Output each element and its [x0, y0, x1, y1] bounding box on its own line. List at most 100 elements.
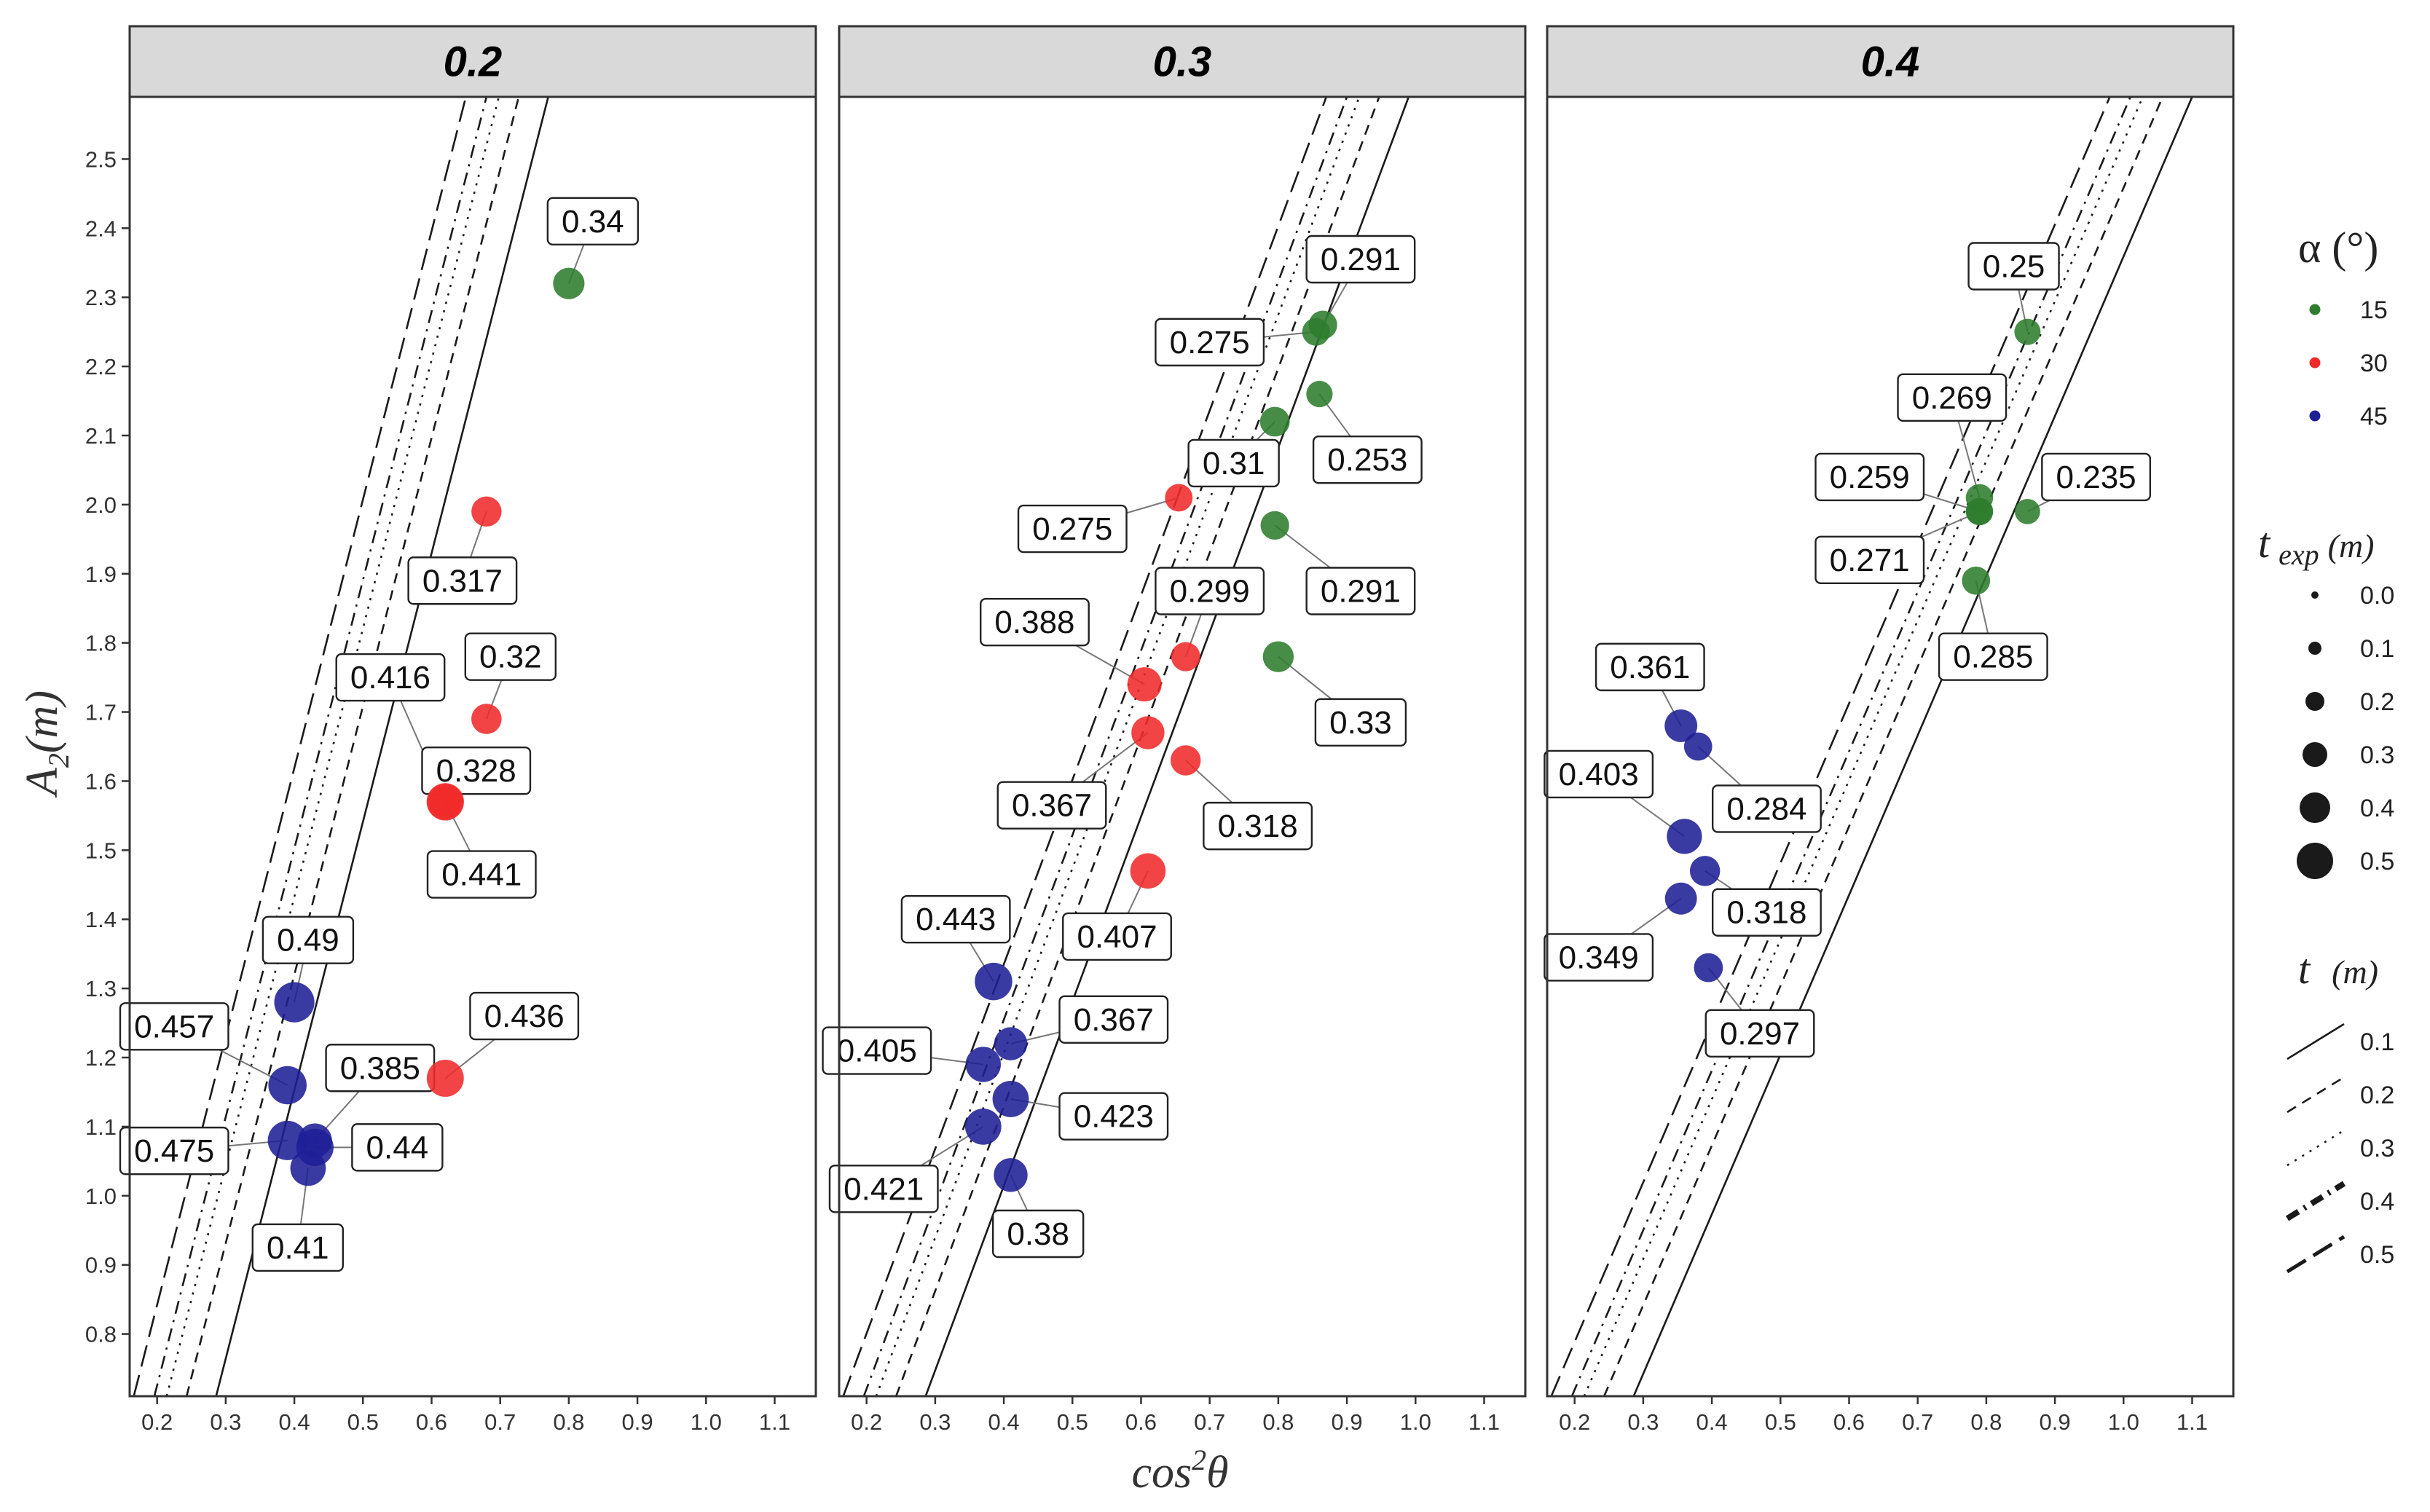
- data-label-box: [822, 1026, 932, 1075]
- data-label-text: 0.34: [562, 204, 624, 240]
- data-label-0.318: 0.318: [1711, 888, 1822, 937]
- legend-texp-key: [2300, 792, 2330, 823]
- x-tick-label: 0.2: [851, 1409, 882, 1435]
- data-label-0.297: 0.297: [1704, 1009, 1815, 1058]
- x-tick-label: 1.0: [1400, 1409, 1431, 1435]
- data-label-box: [1017, 504, 1128, 554]
- x-tick-label: 1.1: [1468, 1409, 1500, 1435]
- y-tick-label: 2.3: [85, 285, 117, 310]
- data-label-box: [1305, 567, 1416, 615]
- legend-alpha-key: [2309, 410, 2321, 422]
- data-label-0.253: 0.253: [1312, 435, 1423, 484]
- reference-line-t-0.4: [1570, 97, 2131, 1396]
- data-point: [964, 1109, 1002, 1145]
- legend-t-label: 0.4: [2360, 1188, 2394, 1216]
- data-points: [267, 267, 585, 1186]
- data-point: [1689, 856, 1721, 886]
- data-points: [1664, 318, 2041, 983]
- legend-alpha: α (°) 15 30 45: [2298, 224, 2388, 430]
- data-point: [2015, 498, 2040, 524]
- data-label-box: [1897, 373, 2008, 422]
- data-label-text: 0.271: [1830, 543, 1910, 578]
- reference-line-t-0.2: [185, 97, 520, 1396]
- data-label-text: 0.25: [1983, 248, 2045, 284]
- data-label-box: [1305, 235, 1416, 284]
- facet-panel-0.3: 0.30.2910.2750.2530.310.2750.2910.330.29…: [822, 25, 1527, 1435]
- data-label-0.31: 0.31: [1187, 438, 1280, 488]
- data-label-0.457: 0.457: [119, 1002, 229, 1051]
- facet-panel-0.2: 0.2 0.34 0.317 0.32 0.416 0.328 0.441 0.436 0.49…: [85, 25, 817, 1435]
- data-label-text: 0.361: [1610, 650, 1690, 685]
- x-tick-label: 0.4: [1696, 1409, 1728, 1435]
- x-tick-label: 0.8: [553, 1409, 584, 1435]
- y-tick-label: 1.8: [85, 631, 117, 656]
- x-tick-label: 0.3: [1627, 1409, 1659, 1435]
- reference-line-t-0.1: [1632, 97, 2193, 1396]
- x-tick-label: 0.6: [1125, 1409, 1157, 1435]
- facet-strip-title: 0.3: [1153, 39, 1212, 86]
- legend-texp-label: 0.2: [2360, 688, 2394, 716]
- x-tick-label: 0.9: [622, 1409, 653, 1435]
- data-label-box: [1967, 242, 2060, 291]
- data-label-box: [1187, 438, 1280, 488]
- data-label-0.318: 0.318: [1203, 801, 1313, 851]
- data-label-box: [464, 632, 557, 681]
- data-label-0.34: 0.34: [546, 197, 640, 246]
- reference-lines: [1550, 97, 2193, 1396]
- data-label-box: [900, 895, 1011, 944]
- x-tick-label: 0.5: [1057, 1409, 1088, 1435]
- legend-texp-key: [2305, 692, 2324, 711]
- data-label-0.41: 0.41: [251, 1223, 344, 1272]
- data-label-0.349: 0.349: [1544, 933, 1654, 982]
- facet-strip: [1546, 25, 2235, 98]
- facet-strip: [128, 25, 817, 98]
- data-point: [290, 1150, 326, 1186]
- data-label-0.405: 0.405: [822, 1026, 932, 1075]
- data-label-text: 0.317: [422, 563, 503, 599]
- plot-area: [130, 97, 816, 1396]
- data-label-text: 0.385: [340, 1050, 420, 1086]
- data-label-box: [1058, 995, 1169, 1044]
- reference-line-t-0.5: [1550, 97, 2111, 1396]
- legend-texp: t exp (m) 0.0 0.1 0.2 0.3 0.4 0.5: [2258, 519, 2394, 879]
- data-label-0.44: 0.44: [351, 1123, 444, 1172]
- data-label-text: 0.416: [350, 660, 430, 696]
- x-tick-label: 0.4: [988, 1409, 1020, 1435]
- data-label-box: [1938, 632, 2048, 681]
- data-label-0.275: 0.275: [1017, 504, 1128, 554]
- y-tick-label: 1.7: [85, 700, 117, 725]
- data-point: [1130, 853, 1166, 889]
- data-point: [1683, 732, 1713, 761]
- legend-texp-label: 0.3: [2360, 741, 2394, 769]
- data-label-text: 0.285: [1953, 639, 2033, 675]
- data-point: [1131, 716, 1165, 749]
- x-tick-label: 0.9: [1332, 1409, 1363, 1435]
- data-point: [965, 1047, 1002, 1082]
- y-axis: 0.8 0.9 1.0 1.1 1.2 1.3 1.4 1.5 1.6 1.7 1.8 1.9 2.0 2…: [85, 146, 130, 1347]
- legend-t-key: [2287, 1129, 2345, 1167]
- x-tick-label: 0.8: [1262, 1409, 1294, 1435]
- x-tick-label: 0.3: [919, 1409, 951, 1435]
- data-label-text: 0.269: [1912, 380, 1992, 416]
- data-label-box: [1544, 933, 1654, 982]
- data-label-box: [262, 916, 355, 964]
- data-label-box: [1058, 1092, 1169, 1141]
- legend-t-key: [2287, 1023, 2345, 1060]
- data-label-text: 0.436: [484, 999, 565, 1034]
- data-point: [1965, 497, 1994, 526]
- data-labels: 0.291 0.275 0.253 0.31 0.275 0.291 0.33 0.299 0.…: [822, 235, 1423, 1259]
- data-point: [268, 1066, 307, 1105]
- y-tick-label: 1.4: [85, 907, 117, 932]
- data-point: [471, 704, 502, 734]
- x-tick-label: 0.3: [210, 1409, 241, 1435]
- facet-strip: [838, 25, 1527, 98]
- data-label-text: 0.367: [1074, 1002, 1154, 1038]
- data-label-box: [1312, 435, 1423, 484]
- reference-lines: [133, 97, 549, 1396]
- data-point: [426, 783, 464, 821]
- legend-texp-key: [2297, 843, 2333, 879]
- legend-texp-key: [2303, 742, 2327, 767]
- legend-texp-label: 0.0: [2360, 582, 2394, 610]
